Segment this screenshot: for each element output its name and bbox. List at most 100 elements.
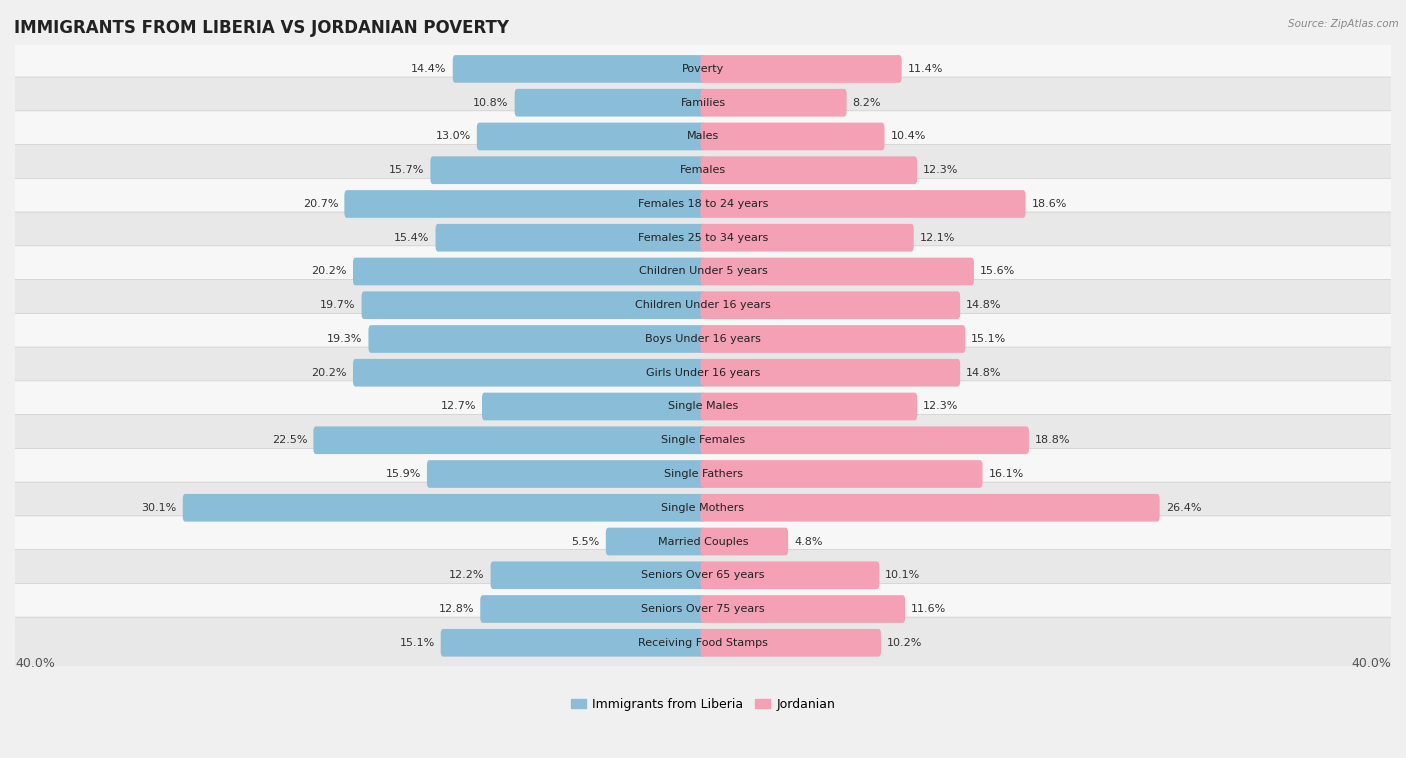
Text: Boys Under 16 years: Boys Under 16 years <box>645 334 761 344</box>
Text: 19.7%: 19.7% <box>321 300 356 310</box>
Text: 5.5%: 5.5% <box>572 537 600 547</box>
FancyBboxPatch shape <box>700 190 1025 218</box>
FancyBboxPatch shape <box>700 562 879 589</box>
Text: 14.4%: 14.4% <box>411 64 447 74</box>
Text: 14.8%: 14.8% <box>966 300 1001 310</box>
FancyBboxPatch shape <box>453 55 706 83</box>
FancyBboxPatch shape <box>481 595 706 623</box>
Text: 15.7%: 15.7% <box>389 165 425 175</box>
FancyBboxPatch shape <box>700 89 846 117</box>
FancyBboxPatch shape <box>10 381 1396 432</box>
FancyBboxPatch shape <box>368 325 706 352</box>
FancyBboxPatch shape <box>430 156 706 184</box>
Text: 10.1%: 10.1% <box>886 570 921 581</box>
Text: 12.7%: 12.7% <box>440 402 477 412</box>
Text: Single Mothers: Single Mothers <box>661 503 745 512</box>
Text: Receiving Food Stamps: Receiving Food Stamps <box>638 637 768 648</box>
FancyBboxPatch shape <box>700 595 905 623</box>
Text: 8.2%: 8.2% <box>852 98 882 108</box>
FancyBboxPatch shape <box>477 123 706 150</box>
Text: 15.1%: 15.1% <box>399 637 434 648</box>
Text: Seniors Over 65 years: Seniors Over 65 years <box>641 570 765 581</box>
FancyBboxPatch shape <box>10 212 1396 263</box>
Text: 20.2%: 20.2% <box>312 267 347 277</box>
FancyBboxPatch shape <box>10 145 1396 196</box>
Text: Females 25 to 34 years: Females 25 to 34 years <box>638 233 768 243</box>
Text: 19.3%: 19.3% <box>328 334 363 344</box>
FancyBboxPatch shape <box>700 156 917 184</box>
Text: IMMIGRANTS FROM LIBERIA VS JORDANIAN POVERTY: IMMIGRANTS FROM LIBERIA VS JORDANIAN POV… <box>14 19 509 37</box>
Text: 40.0%: 40.0% <box>15 657 55 670</box>
FancyBboxPatch shape <box>10 178 1396 230</box>
FancyBboxPatch shape <box>700 427 1029 454</box>
Text: 13.0%: 13.0% <box>436 131 471 142</box>
Text: Poverty: Poverty <box>682 64 724 74</box>
Text: 20.7%: 20.7% <box>302 199 339 209</box>
Text: Children Under 5 years: Children Under 5 years <box>638 267 768 277</box>
Text: 16.1%: 16.1% <box>988 469 1024 479</box>
Text: Children Under 16 years: Children Under 16 years <box>636 300 770 310</box>
FancyBboxPatch shape <box>606 528 706 556</box>
Text: 40.0%: 40.0% <box>1351 657 1391 670</box>
Text: 20.2%: 20.2% <box>312 368 347 377</box>
Text: 11.4%: 11.4% <box>908 64 943 74</box>
Text: Single Females: Single Females <box>661 435 745 445</box>
Text: 11.6%: 11.6% <box>911 604 946 614</box>
FancyBboxPatch shape <box>10 280 1396 331</box>
Text: Seniors Over 75 years: Seniors Over 75 years <box>641 604 765 614</box>
FancyBboxPatch shape <box>700 325 966 352</box>
FancyBboxPatch shape <box>700 393 917 421</box>
FancyBboxPatch shape <box>10 43 1396 95</box>
Text: 22.5%: 22.5% <box>271 435 308 445</box>
Text: 12.3%: 12.3% <box>924 402 959 412</box>
Text: 4.8%: 4.8% <box>794 537 823 547</box>
Text: Source: ZipAtlas.com: Source: ZipAtlas.com <box>1288 19 1399 29</box>
FancyBboxPatch shape <box>700 258 974 285</box>
FancyBboxPatch shape <box>10 111 1396 162</box>
FancyBboxPatch shape <box>10 77 1396 128</box>
FancyBboxPatch shape <box>10 347 1396 399</box>
Text: 12.3%: 12.3% <box>924 165 959 175</box>
Text: 10.2%: 10.2% <box>887 637 922 648</box>
Text: 14.8%: 14.8% <box>966 368 1001 377</box>
Text: 10.8%: 10.8% <box>474 98 509 108</box>
FancyBboxPatch shape <box>427 460 706 488</box>
Text: 12.1%: 12.1% <box>920 233 955 243</box>
Text: Females 18 to 24 years: Females 18 to 24 years <box>638 199 768 209</box>
FancyBboxPatch shape <box>491 562 706 589</box>
FancyBboxPatch shape <box>515 89 706 117</box>
FancyBboxPatch shape <box>436 224 706 252</box>
FancyBboxPatch shape <box>440 629 706 656</box>
FancyBboxPatch shape <box>10 246 1396 297</box>
Text: Families: Families <box>681 98 725 108</box>
FancyBboxPatch shape <box>10 617 1396 669</box>
FancyBboxPatch shape <box>482 393 706 421</box>
Text: 15.9%: 15.9% <box>385 469 420 479</box>
Legend: Immigrants from Liberia, Jordanian: Immigrants from Liberia, Jordanian <box>565 693 841 716</box>
FancyBboxPatch shape <box>700 528 789 556</box>
FancyBboxPatch shape <box>10 415 1396 466</box>
FancyBboxPatch shape <box>700 359 960 387</box>
Text: Girls Under 16 years: Girls Under 16 years <box>645 368 761 377</box>
Text: 15.4%: 15.4% <box>394 233 429 243</box>
FancyBboxPatch shape <box>10 584 1396 634</box>
FancyBboxPatch shape <box>700 494 1160 522</box>
Text: 18.8%: 18.8% <box>1035 435 1070 445</box>
FancyBboxPatch shape <box>10 550 1396 601</box>
Text: 26.4%: 26.4% <box>1166 503 1201 512</box>
FancyBboxPatch shape <box>700 224 914 252</box>
FancyBboxPatch shape <box>700 55 901 83</box>
Text: Males: Males <box>688 131 718 142</box>
Text: 30.1%: 30.1% <box>142 503 177 512</box>
Text: Single Males: Single Males <box>668 402 738 412</box>
Text: Single Fathers: Single Fathers <box>664 469 742 479</box>
FancyBboxPatch shape <box>10 516 1396 567</box>
FancyBboxPatch shape <box>353 359 706 387</box>
FancyBboxPatch shape <box>344 190 706 218</box>
Text: 15.1%: 15.1% <box>972 334 1007 344</box>
Text: 12.8%: 12.8% <box>439 604 474 614</box>
FancyBboxPatch shape <box>700 291 960 319</box>
FancyBboxPatch shape <box>361 291 706 319</box>
Text: Females: Females <box>681 165 725 175</box>
Text: Married Couples: Married Couples <box>658 537 748 547</box>
